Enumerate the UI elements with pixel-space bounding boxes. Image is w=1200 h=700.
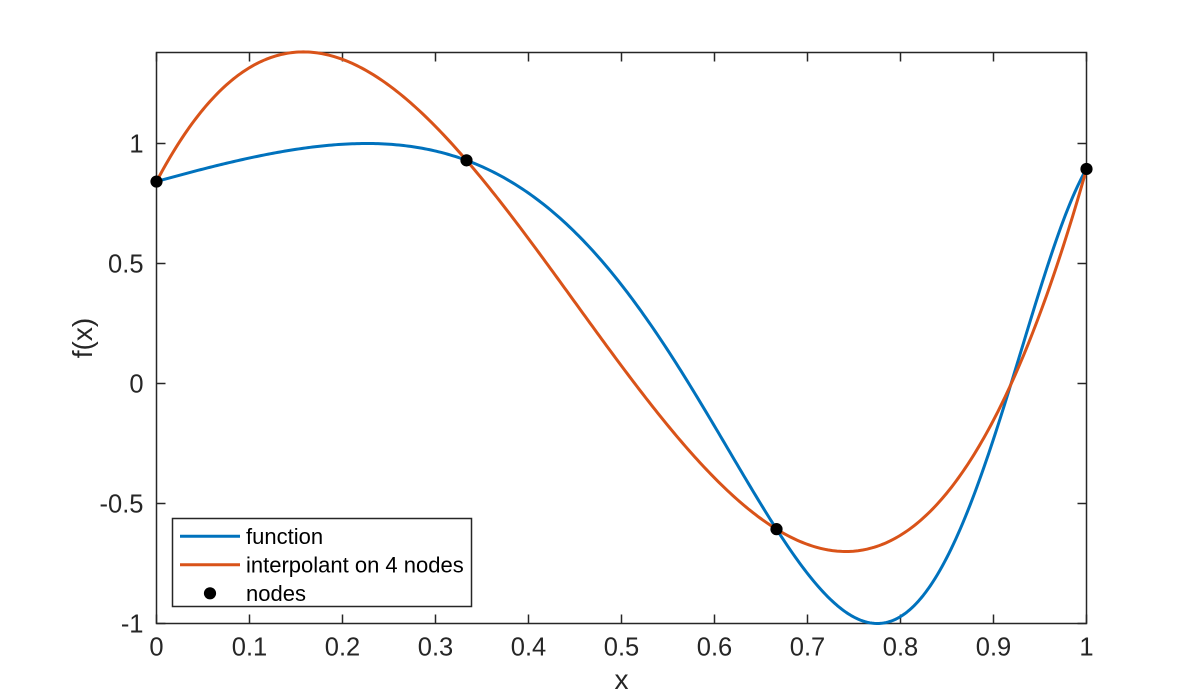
svg-text:-0.5: -0.5 [100,491,144,519]
svg-text:0.8: 0.8 [883,634,918,662]
svg-text:0.5: 0.5 [604,634,639,662]
svg-text:0: 0 [149,634,163,662]
svg-text:0: 0 [129,371,143,399]
svg-text:0.9: 0.9 [976,634,1011,662]
svg-text:1: 1 [129,131,143,159]
svg-text:0.3: 0.3 [418,634,453,662]
svg-text:0.5: 0.5 [108,251,143,279]
svg-text:function: function [246,524,323,549]
svg-text:-1: -1 [121,611,144,639]
svg-text:f(x): f(x) [67,318,98,358]
svg-text:x: x [615,664,629,695]
svg-text:interpolant on 4 nodes: interpolant on 4 nodes [246,553,464,578]
svg-text:1: 1 [1079,634,1093,662]
svg-text:nodes: nodes [246,581,306,606]
svg-text:0.2: 0.2 [325,634,360,662]
svg-text:0.7: 0.7 [790,634,825,662]
svg-text:0.6: 0.6 [697,634,732,662]
svg-text:0.4: 0.4 [511,634,546,662]
svg-text:0.1: 0.1 [232,634,267,662]
